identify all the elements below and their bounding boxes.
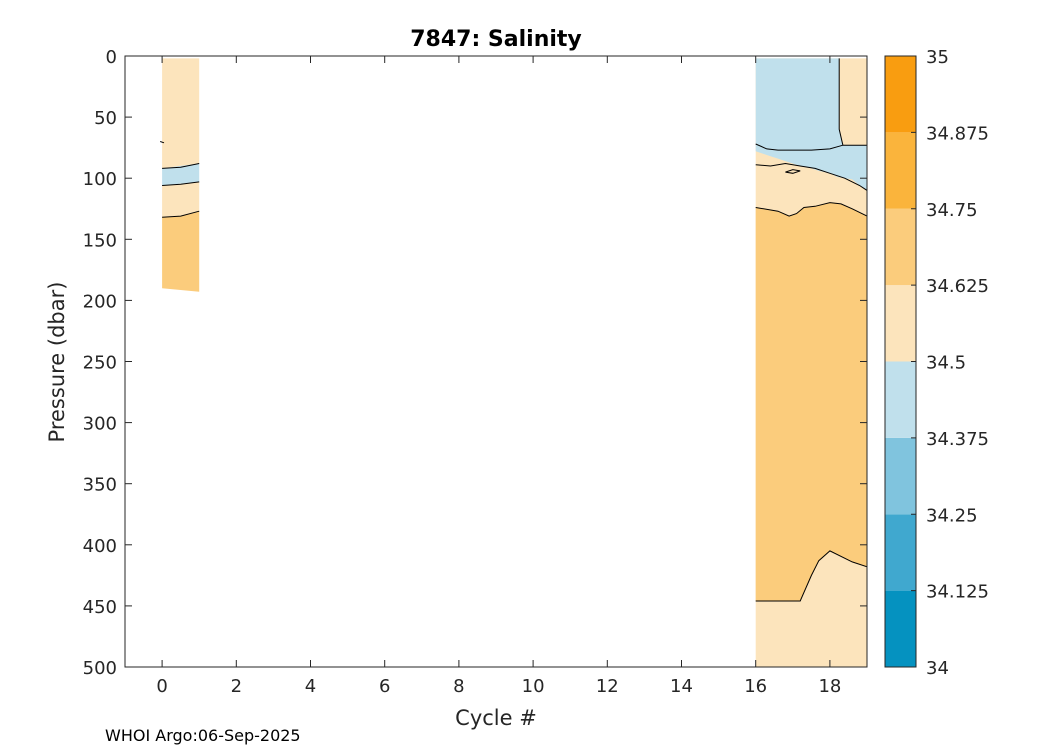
- region-cycles16-19-deep: [755, 202, 867, 601]
- x-tick-label: 2: [231, 676, 242, 697]
- colorbar-label: 34.5: [926, 353, 966, 374]
- colorbar-label: 34.25: [926, 505, 978, 526]
- colorbar-swatch: [885, 56, 916, 133]
- x-tick-label: 0: [156, 676, 167, 697]
- colorbar-label: 34.75: [926, 200, 978, 221]
- x-tick-label: 16: [744, 676, 767, 697]
- x-axis-label: Cycle #: [455, 706, 537, 730]
- colorbar-swatch: [885, 285, 916, 362]
- y-tick-label: 500: [83, 658, 117, 679]
- contour-line: [755, 162, 867, 191]
- colorbar-swatch: [885, 208, 916, 286]
- colorbar-swatch: [885, 437, 916, 515]
- x-tick-label: 6: [379, 676, 390, 697]
- contour-line: [162, 210, 200, 218]
- y-tick-label: 50: [94, 108, 117, 129]
- region-cycle0-low: [162, 163, 200, 186]
- colorbar-label: 34.875: [926, 123, 989, 144]
- colorbar-swatch: [885, 361, 916, 438]
- region-cycle0-deep: [162, 211, 200, 292]
- contour-line: [838, 58, 844, 146]
- y-tick-label: 350: [83, 475, 117, 496]
- x-tick-label: 10: [522, 676, 545, 697]
- y-tick-label: 0: [106, 47, 117, 68]
- x-axis: 0 2 4 6 8 10 12 14 16 18: [156, 56, 841, 697]
- y-tick-label: 100: [83, 169, 117, 190]
- x-tick-label: 18: [818, 676, 841, 697]
- contour-line: [755, 550, 867, 602]
- colorbar-label: 34: [926, 658, 949, 679]
- y-axis-label: Pressure (dbar): [45, 282, 69, 443]
- y-axis: 0 50 100 150 200 250 300 350 400 450 500: [83, 47, 867, 679]
- contour-line: [160, 141, 165, 144]
- contour-line: [755, 202, 867, 217]
- contour-lines: [160, 58, 867, 602]
- contour-line: [785, 169, 801, 174]
- y-tick-label: 250: [83, 353, 117, 374]
- colorbar-label: 34.125: [926, 582, 989, 603]
- x-tick-label: 12: [596, 676, 619, 697]
- chart-title: 7847: Salinity: [410, 27, 582, 52]
- colorbar-swatch: [885, 132, 916, 209]
- x-tick-label: 14: [670, 676, 693, 697]
- contour-line: [162, 163, 200, 169]
- colorbar-label: 35: [926, 47, 949, 68]
- y-tick-label: 150: [83, 230, 117, 251]
- contour-line: [162, 181, 200, 186]
- salinity-regions: [162, 58, 867, 667]
- colorbar-label: 34.375: [926, 429, 989, 450]
- colorbar-swatch: [885, 514, 916, 591]
- y-tick-label: 300: [83, 414, 117, 435]
- y-tick-label: 450: [83, 597, 117, 618]
- contour-line: [755, 143, 867, 151]
- x-tick-label: 8: [453, 676, 464, 697]
- region-cycle0-surface: [162, 58, 200, 169]
- plot-area: [125, 56, 867, 667]
- colorbar: 34 34.125 34.25 34.375 34.5 34.625 34.75 34.875…: [884, 47, 989, 679]
- x-tick-label: 4: [305, 676, 316, 697]
- colorbar-swatch: [885, 590, 916, 667]
- colorbar-label: 34.625: [926, 276, 989, 297]
- footer-credit: WHOI Argo:06-Sep-2025: [105, 726, 301, 745]
- region-cycle0-mid: [162, 181, 200, 218]
- y-tick-label: 200: [83, 291, 117, 312]
- y-tick-label: 400: [83, 536, 117, 557]
